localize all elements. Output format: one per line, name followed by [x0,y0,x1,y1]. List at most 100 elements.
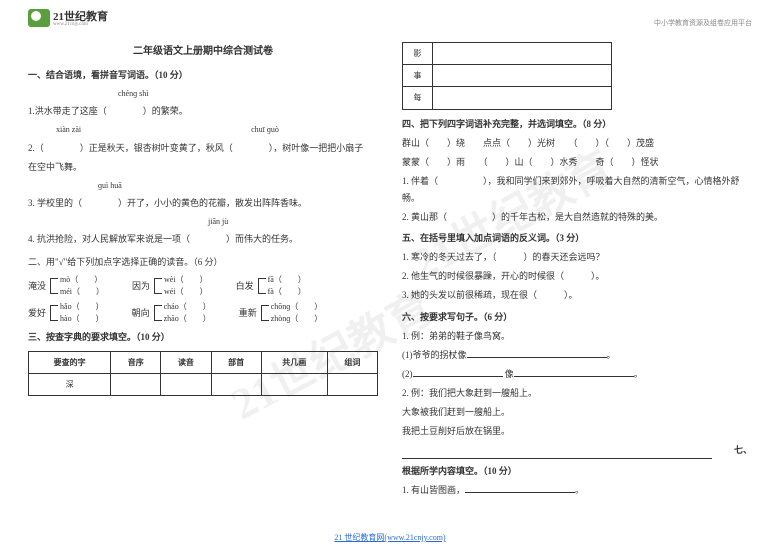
section-6-head: 六、按要求写句子。（6 分） [402,309,752,326]
s6-1a-text: (1)爷爷的拐杖像 [402,350,467,360]
s6-2a: 大象被我们赶到一艘船上。 [402,404,752,421]
s4-q2: 2. 黄山那（ ）的千年古松，是大自然造就的特殊的美。 [402,209,752,226]
header-platform-text: 中小学教育资源及组卷应用平台 [654,18,752,28]
right-column: 影 事 每 四、把下列四字词语补充完整，并选词填空。（8 分） 群山（ ）绕 点… [402,42,752,521]
footer: 21 世纪教育网(www.21cnjy.com) [0,532,780,543]
s2-label-5: 朝向 [132,305,150,322]
s1-pinyin-4: jiān jù [28,214,378,229]
s6-2: 2. 例：我们把大象赶到一艘船上。 [402,385,752,402]
s1-q4: 4. 抗洪抢险，对人民解放军来说是一项（ ）而伟大的任务。 [28,231,378,248]
s6-1b-text: (2) [402,369,413,379]
s1-q3: 3. 学校里的（ ）开了，小小的黄色的花瓣，散发出阵阵香味。 [28,195,378,212]
bracket-pair: chōnɡ（ ） zhònɡ（ ） [261,301,323,325]
s6-1b-tail: 像 [505,369,514,379]
left-column: 二年级语文上册期中综合测试卷 一、结合语境，看拼音写词语。（10 分） chén… [28,42,378,521]
s6-answer-line: 七、 [402,442,752,459]
fill-blank [514,367,634,377]
reading-option: mò（ ） [60,274,104,286]
s6-example: 1. 例：弟弟的鞋子像鸟窝。 [402,328,752,345]
s2-label-4: 爱好 [28,305,46,322]
reading-option: hǎo（ ） [60,301,104,313]
bracket-pair: fā（ ） fà（ ） [258,274,306,298]
table-cell [327,373,377,395]
table-cell [211,373,261,395]
footer-site[interactable]: 21 世纪教育网 [334,533,384,542]
s6-1b: (2) 像。 [402,366,752,383]
section-1-head: 一、结合语境，看拼音写词语。（10 分） [28,67,378,84]
reading-option: chōnɡ（ ） [271,301,323,313]
s2-row-1: 淹没 mò（ ） méi（ ） 因为 wèi（ ） wéi（ ） 白发 fā（ … [28,274,378,298]
table-header: 组词 [327,351,377,373]
site-logo: 21世纪教育 www.21cnjy.com [28,8,108,27]
s1-pinyin-2a: xiàn zài [28,122,81,137]
table-header: 要查的字 [29,351,111,373]
table-header: 读音 [161,351,211,373]
table-row: 要查的字 音序 读音 部首 共几画 组词 [29,351,378,373]
reading-option: fà（ ） [268,286,306,298]
footer-url[interactable]: (www.21cnjy.com) [384,533,445,542]
s1-pinyin-3: ɡuì huā [28,178,378,193]
section-7-tail: 七、 [734,442,752,459]
table-cell [433,65,612,87]
s2-row-2: 爱好 hǎo（ ） hào（ ） 朝向 cháo（ ） zhāo（ ） 重新 c… [28,301,378,325]
table-cell: 影 [403,43,433,65]
section-2-head: 二、用"√"给下列加点字选择正确的读音。（6 分） [28,254,378,271]
table-cell [433,87,612,109]
fill-blank [402,449,712,459]
s6-2b: 我把土豆削好后放在锅里。 [402,423,752,440]
table-header: 共几画 [261,351,327,373]
s5-q1: 1. 寒冷的冬天过去了，（ ）的春天还会远吗？ [402,249,752,266]
table-cell [261,373,327,395]
lookup-table: 要查的字 音序 读音 部首 共几画 组词 深 [28,351,378,396]
fill-blank [465,483,575,493]
s7-q1-text: 1. 有山皆图画， [402,485,465,495]
bracket-pair: mò（ ） méi（ ） [50,274,104,298]
s2-label-3: 白发 [236,278,254,295]
reading-option: méi（ ） [60,286,104,298]
logo-text-block: 21世纪教育 www.21cnjy.com [53,8,108,27]
table-row: 影 [403,43,612,65]
section-3-head: 三、按查字典的要求填空。（10 分） [28,329,378,346]
continued-table: 影 事 每 [402,42,752,110]
table-row: 事 [403,65,612,87]
table-cell [111,373,161,395]
bracket-pair: hǎo（ ） hào（ ） [50,301,104,325]
reading-option: fā（ ） [268,274,306,286]
s5-q2: 2. 他生气的时候很暴躁，开心的时候很（ ）。 [402,268,752,285]
reading-option: wèi（ ） [164,274,208,286]
s4-q1: 1. 伴着（ ），我和同学们来到郊外，呼吸着大自然的清新空气，心情格外舒畅。 [402,173,752,207]
section-4-head: 四、把下列四字词语补充完整，并选词填空。（8 分） [402,116,752,133]
table-header: 部首 [211,351,261,373]
bracket-pair: wèi（ ） wéi（ ） [154,274,208,298]
s2-label-2: 因为 [132,278,150,295]
s1-pinyin-2-row: xiàn zài chuī ɡuò [28,122,378,137]
fill-blank [467,348,607,358]
table-row: 深 [29,373,378,395]
s5-q3: 3. 她的头发以前很稀疏，现在很（ ）。 [402,287,752,304]
s1-q2: 2.（ ）正是秋天，银杏树叶变黄了，秋风（ ），树叶像一把把小扇子 [28,140,378,157]
fill-blank [413,367,503,377]
s4-line2: 蒙蒙（ ）雨 （ ）山（ ）水秀 奇（ ）怪状 [402,154,752,171]
reading-option: cháo（ ） [164,301,211,313]
reading-option: zhāo（ ） [164,313,211,325]
s4-line1: 群山（ ）绕 点点（ ）光树 （ ）（ ）茂盛 [402,135,752,152]
table-row: 每 [403,87,612,109]
table-cell [161,373,211,395]
table-cell: 每 [403,87,433,109]
s1-q1: 1.洪水带走了这座（ ）的繁荣。 [28,103,378,120]
s1-q2b: 在空中飞舞。 [28,159,378,176]
table-cell [433,43,612,65]
s1-pinyin-1: chénɡ shì [28,86,378,101]
content-columns: 二年级语文上册期中综合测试卷 一、结合语境，看拼音写词语。（10 分） chén… [28,42,752,521]
reading-option: hào（ ） [60,313,104,325]
page-title: 二年级语文上册期中综合测试卷 [28,42,378,61]
table-cell: 事 [403,65,433,87]
bracket-pair: cháo（ ） zhāo（ ） [154,301,211,325]
reading-option: zhònɡ（ ） [271,313,323,325]
table-header: 音序 [111,351,161,373]
table-cell: 深 [29,373,111,395]
s6-1a: (1)爷爷的拐杖像。 [402,347,752,364]
reading-option: wéi（ ） [164,286,208,298]
section-5-head: 五、在括号里填入加点词语的反义词。（3 分） [402,230,752,247]
section-7-head: 根据所学内容填空。（10 分） [402,463,752,480]
